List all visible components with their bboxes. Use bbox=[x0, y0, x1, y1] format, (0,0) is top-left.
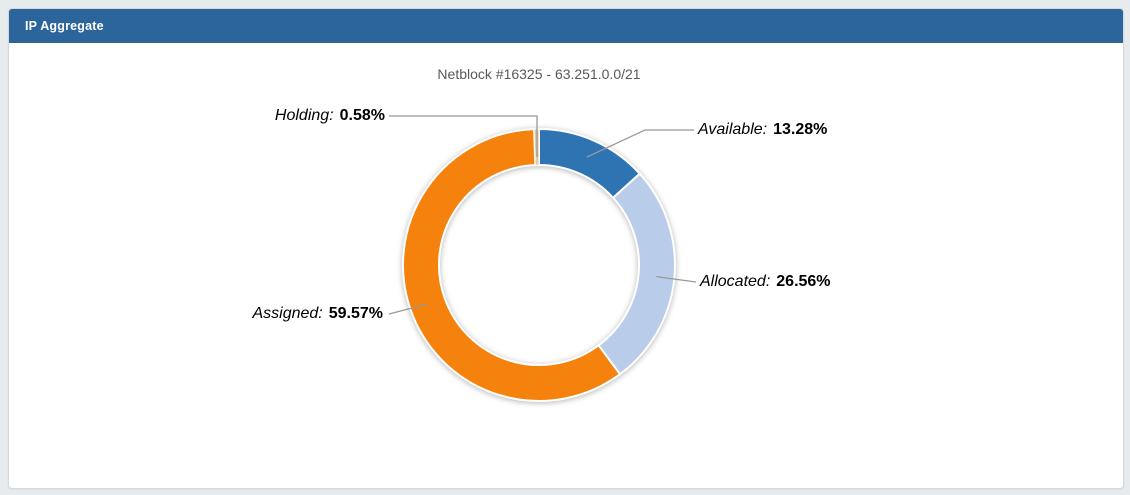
slice-label-allocated-name: Allocated: bbox=[700, 273, 771, 290]
slice-label-assigned-value: 59.57% bbox=[328, 305, 383, 322]
slice-label-allocated-value: 26.56% bbox=[776, 273, 831, 290]
leader-line-assigned bbox=[388, 303, 428, 315]
slice-label-holding-name: Holding: bbox=[274, 107, 334, 124]
leader-line-holding bbox=[389, 115, 538, 157]
slice-label-assigned: Assigned: 59.57% bbox=[252, 305, 383, 323]
panel-header: IP Aggregate bbox=[9, 9, 1123, 43]
donut-chart bbox=[388, 115, 697, 402]
slice-label-assigned-name: Assigned: bbox=[252, 305, 323, 322]
leader-line-available bbox=[586, 129, 694, 158]
donut-slices bbox=[402, 127, 676, 402]
slice-label-holding: Holding: 0.58% bbox=[275, 107, 385, 125]
donut-slice-allocated[interactable] bbox=[597, 172, 676, 376]
chart-title: Netblock #16325 - 63.251.0.0/21 bbox=[437, 66, 641, 82]
slice-label-available-name: Available: bbox=[698, 121, 768, 138]
leader-line-allocated bbox=[656, 275, 697, 283]
slice-label-available: Available: 13.28% bbox=[698, 121, 827, 139]
leader-lines bbox=[388, 115, 697, 315]
donut-slice-assigned[interactable] bbox=[402, 128, 622, 402]
slice-label-available-value: 13.28% bbox=[773, 121, 828, 138]
panel-title: IP Aggregate bbox=[25, 19, 104, 33]
slice-label-allocated: Allocated: 26.56% bbox=[700, 273, 831, 291]
panel-body: Netblock #16325 - 63.251.0.0/21 Holding:… bbox=[9, 43, 1121, 486]
ip-aggregate-panel: IP Aggregate Netblock #16325 - 63.251.0.… bbox=[8, 8, 1124, 489]
slice-label-holding-value: 0.58% bbox=[339, 107, 385, 124]
